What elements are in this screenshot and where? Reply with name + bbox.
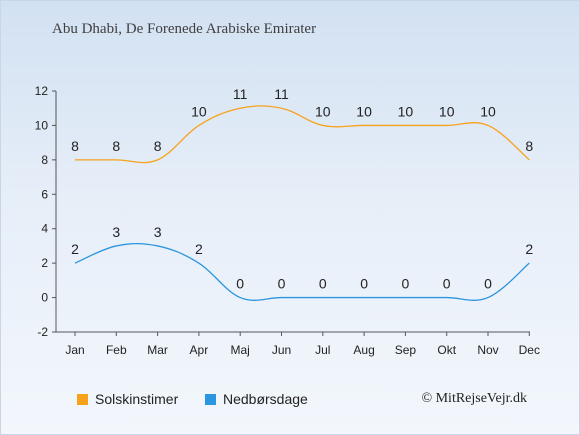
data-label-nedborsdage: 0	[319, 276, 327, 292]
data-label-nedborsdage: 2	[71, 241, 79, 257]
series-line-nedborsdage	[74, 242, 530, 301]
x-tick-label: Sep	[395, 343, 417, 357]
x-tick-label: Maj	[231, 343, 250, 357]
x-tick-label: Mar	[147, 343, 168, 357]
x-tick-label: Jun	[272, 343, 291, 357]
series-line-solskinstimer	[75, 105, 530, 164]
x-tick-label: Apr	[190, 343, 209, 357]
y-tick-label: 4	[41, 222, 48, 236]
data-label-solskinstimer: 10	[439, 103, 455, 119]
y-tick-label: 8	[41, 153, 48, 167]
data-label-solskinstimer: 10	[398, 103, 414, 119]
data-label-nedborsdage: 0	[402, 276, 410, 292]
x-tick-label: Aug	[353, 343, 374, 357]
legend-swatch-nedborsdage	[205, 393, 216, 405]
data-label-nedborsdage: 3	[154, 224, 162, 240]
legend-item-solskinstimer: Solskinstimer	[77, 391, 178, 407]
legend-item-nedborsdage: Nedbørsdage	[205, 391, 308, 407]
data-label-solskinstimer: 11	[274, 86, 289, 102]
data-label-solskinstimer: 10	[191, 103, 207, 119]
data-label-solskinstimer: 8	[154, 138, 162, 154]
x-tick-label: Okt	[437, 343, 456, 357]
data-label-solskinstimer: 8	[112, 138, 120, 154]
data-label-solskinstimer: 10	[315, 103, 331, 119]
legend-label-solskinstimer: Solskinstimer	[95, 391, 179, 407]
data-label-nedborsdage: 0	[278, 276, 286, 292]
data-label-nedborsdage: 2	[195, 241, 203, 257]
x-tick-label: Jul	[315, 343, 330, 357]
data-label-nedborsdage: 0	[236, 276, 244, 292]
x-tick-label: Jan	[65, 343, 84, 357]
data-label-nedborsdage: 3	[112, 224, 120, 240]
data-label-solskinstimer: 10	[480, 103, 496, 119]
data-label-solskinstimer: 11	[233, 86, 248, 102]
y-tick-label: 6	[41, 187, 48, 201]
data-label-nedborsdage: 0	[360, 276, 368, 292]
data-label-nedborsdage: 0	[484, 276, 492, 292]
x-tick-label: Nov	[477, 343, 498, 357]
data-label-solskinstimer: 8	[525, 138, 533, 154]
data-label-nedborsdage: 0	[443, 276, 451, 292]
x-tick-label: Feb	[106, 343, 127, 357]
data-label-solskinstimer: 10	[356, 103, 372, 119]
y-tick-label: 0	[41, 291, 48, 305]
y-tick-label: 2	[41, 256, 48, 270]
y-tick-label: 12	[35, 84, 49, 98]
y-tick-label: 10	[35, 118, 49, 132]
legend-swatch-solskinstimer	[77, 393, 88, 405]
x-tick-label: Dec	[519, 343, 540, 357]
legend-label-nedborsdage: Nedbørsdage	[223, 391, 308, 407]
chart-title: Abu Dhabi, De Forenede Arabiske Emirater	[52, 21, 317, 37]
credit-text: © MitRejseVejr.dk	[421, 391, 527, 406]
y-tick-label: -2	[37, 325, 48, 339]
data-label-nedborsdage: 2	[525, 241, 533, 257]
data-label-solskinstimer: 8	[71, 138, 79, 154]
